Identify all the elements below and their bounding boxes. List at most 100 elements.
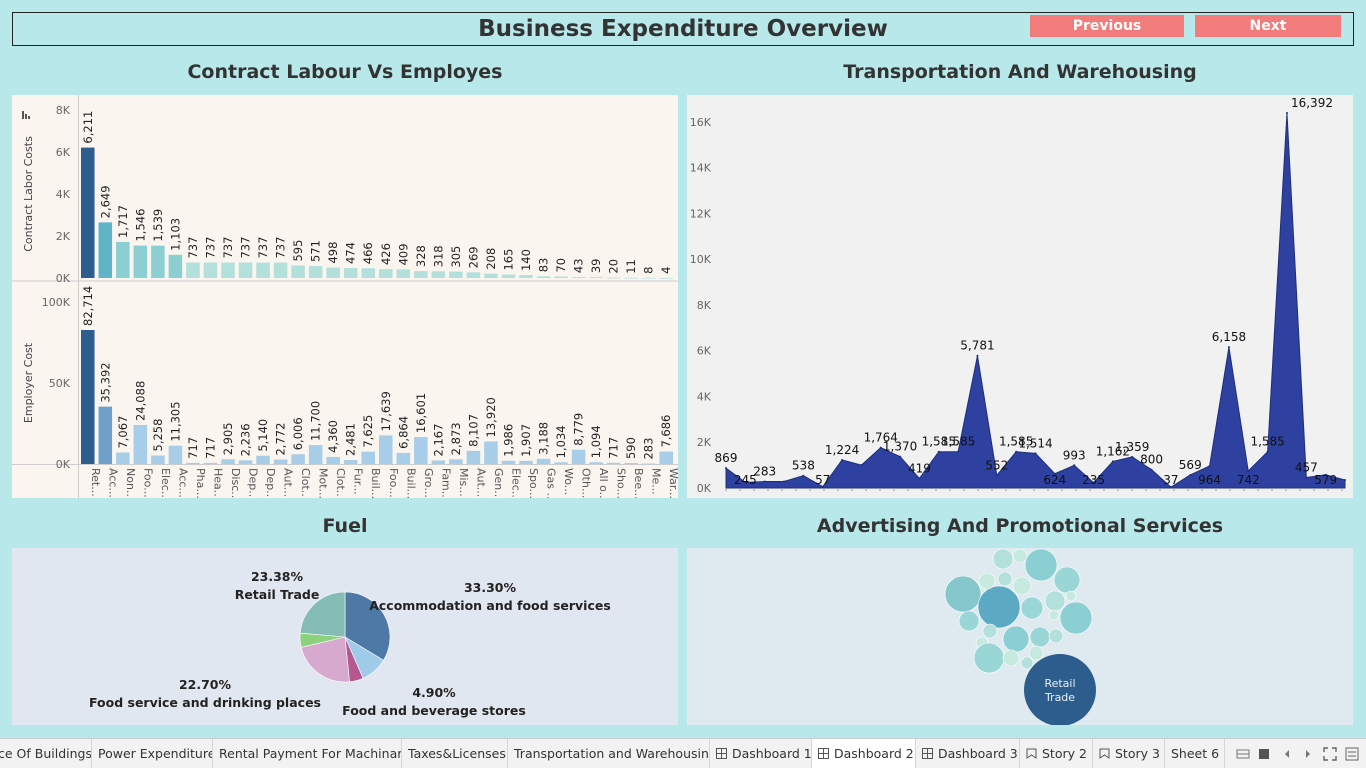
data-label: 283 (753, 465, 776, 479)
category-label: All o... (597, 468, 610, 498)
data-label: 1,585 (999, 435, 1033, 449)
y-tick-label: 10K (690, 253, 712, 266)
area-point (937, 450, 940, 453)
contract-labour-chart: 0K 2K 4K 6K 8K Contract Labor Costs 6,211 2,649… (12, 95, 678, 498)
area-point (1285, 112, 1288, 114)
bar (536, 458, 551, 464)
bar-value-label: 269 (466, 246, 480, 268)
category-label: Buil... (369, 468, 382, 498)
data-label: 1,764 (864, 431, 898, 445)
tab-sheet-6[interactable]: Sheet 6 (1165, 739, 1225, 768)
category-label: Foo... (387, 468, 400, 498)
tab-power-expenditure[interactable]: Power Expenditure (92, 739, 213, 768)
sort-icon (22, 111, 30, 119)
previous-button[interactable]: Previous (1030, 15, 1184, 37)
category-label: Elec... (159, 468, 172, 498)
tab-label: Power Expenditure (98, 746, 213, 761)
next-button[interactable]: Next (1195, 15, 1341, 37)
sort-icon-bar (22, 111, 24, 119)
bar (326, 456, 340, 464)
bubble (1044, 590, 1066, 612)
story-icon (1099, 740, 1110, 759)
category-label: Mot... (317, 468, 330, 498)
bar-value-label: 283 (642, 438, 656, 460)
data-label: 1,359 (1115, 440, 1149, 454)
y-axis-title: Employer Cost (22, 342, 35, 423)
filmstrip-icon[interactable] (1257, 747, 1271, 761)
slice-label: Food and beverage stores (342, 703, 526, 718)
dashboard-icon (922, 740, 933, 759)
bubble (1012, 548, 1028, 564)
y-tick-label: 100K (42, 296, 71, 309)
bar (519, 460, 533, 464)
tab-rental-payment-for-machinary[interactable]: Rental Payment For Machinary (213, 739, 402, 768)
bar-value-label: 498 (326, 242, 340, 264)
bar (151, 455, 165, 464)
area-point (1053, 472, 1056, 475)
bar (571, 449, 586, 464)
area-point (1092, 481, 1095, 484)
tab-label: Taxes&Licenses (408, 746, 506, 761)
fullscreen-icon[interactable] (1323, 747, 1337, 761)
tab-taxes-licenses[interactable]: Taxes&Licenses (402, 739, 508, 768)
bar (273, 262, 288, 278)
grid-view-icon[interactable] (1236, 747, 1250, 761)
slice-percent: 4.90% (412, 685, 456, 700)
bar-value-label: 1,539 (151, 209, 165, 242)
tab-label: Story 2 (1042, 746, 1087, 761)
bar-value-label: 7,067 (116, 416, 130, 449)
prev-sheet-icon[interactable] (1280, 747, 1294, 761)
advertising-section-title: Advertising And Promotional Services (816, 515, 1224, 537)
bar (414, 271, 428, 278)
bar-value-label: 140 (519, 249, 533, 271)
bar-value-label: 8,779 (572, 413, 586, 446)
tab-dashboard-1[interactable]: Dashboard 1 (710, 739, 812, 768)
sort-icon-bar (25, 114, 27, 119)
bubble (973, 642, 1005, 674)
bubble-label: Retail Trade (1044, 677, 1076, 704)
bar-value-label: 717 (186, 437, 200, 459)
data-label: 569 (1179, 458, 1202, 472)
tab-ce-of-buildings[interactable]: ce Of Buildings (0, 739, 92, 768)
area-point (744, 481, 747, 484)
bar (379, 269, 393, 278)
bar (221, 459, 235, 464)
bubble (1029, 626, 1051, 648)
data-label: 1,224 (825, 443, 859, 457)
area-point (995, 474, 998, 477)
area-point (763, 480, 766, 483)
area-point (783, 480, 786, 483)
bubble (1002, 625, 1030, 653)
data-label: 742 (1237, 473, 1260, 487)
slice-percent: 33.30% (464, 580, 517, 595)
bar (379, 435, 393, 464)
bar (431, 460, 446, 464)
area-point (1324, 473, 1327, 476)
dashboard-icon (818, 740, 829, 759)
bubble (982, 623, 998, 639)
bar (641, 277, 656, 279)
tab-dashboard-2[interactable]: Dashboard 2 (812, 739, 916, 768)
tab-label: Story 3 (1115, 746, 1160, 761)
next-sheet-icon[interactable] (1301, 747, 1315, 761)
tab-story-3[interactable]: Story 3 (1093, 739, 1165, 768)
area-point (879, 446, 882, 449)
tab-dashboard-3[interactable]: Dashboard 3 (916, 739, 1020, 768)
area-point (1015, 450, 1018, 453)
data-label: 1,162 (1096, 444, 1130, 458)
bar-value-label: 590 (624, 437, 638, 459)
tab-transportation-and-warehousing[interactable]: Transportation and Warehousing (508, 739, 710, 768)
bar (466, 450, 481, 464)
bar (343, 459, 358, 464)
slice-percent: 23.38% (251, 569, 304, 584)
bar-value-label: 717 (203, 437, 217, 459)
bubble (1020, 656, 1034, 670)
tab-story-2[interactable]: Story 2 (1020, 739, 1093, 768)
category-label: Disc... (229, 468, 242, 498)
tab-label: Transportation and Warehousing (514, 746, 710, 761)
area-point (957, 450, 960, 453)
data-label: 245 (734, 473, 757, 487)
menu-icon[interactable] (1345, 747, 1359, 761)
contract-section-title: Contract Labour Vs Employes (187, 61, 503, 83)
y-tick-label: 16K (690, 116, 712, 129)
